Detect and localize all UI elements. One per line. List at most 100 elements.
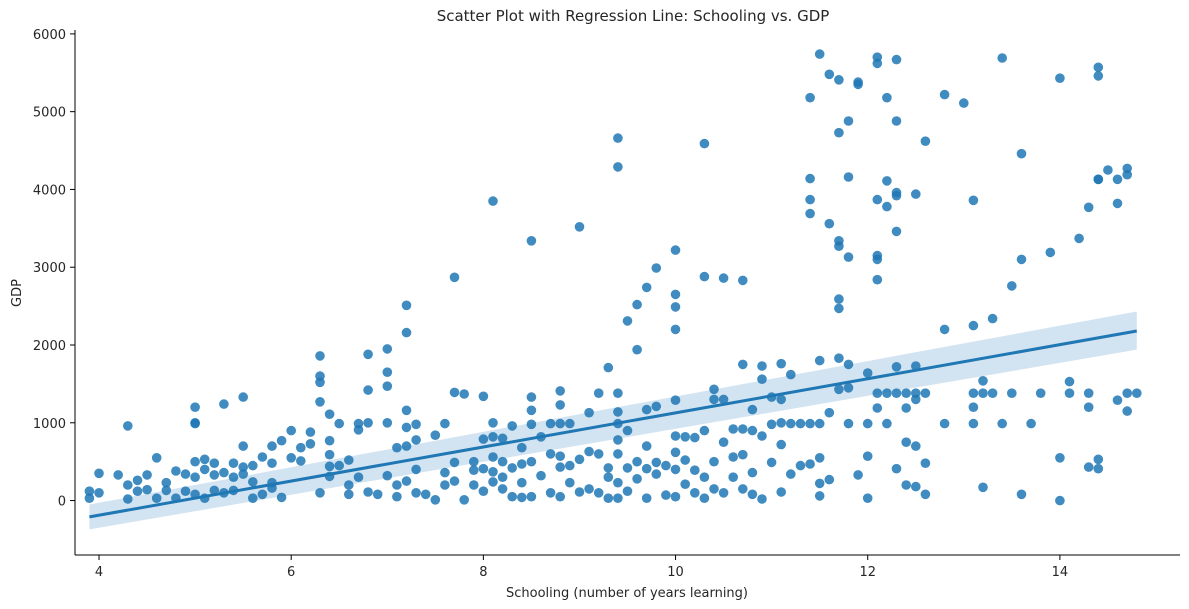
data-point bbox=[1112, 395, 1123, 406]
data-point bbox=[1093, 174, 1104, 185]
data-point bbox=[843, 116, 854, 126]
data-point bbox=[843, 418, 854, 429]
data-point bbox=[392, 480, 402, 490]
data-point bbox=[834, 127, 844, 138]
data-point bbox=[814, 478, 825, 489]
data-point bbox=[1055, 453, 1065, 463]
data-point bbox=[959, 98, 969, 108]
data-point bbox=[622, 463, 633, 473]
data-point bbox=[190, 402, 200, 413]
data-point bbox=[939, 418, 950, 429]
y-tick-label: 1000 bbox=[33, 417, 66, 432]
data-point bbox=[776, 487, 786, 497]
data-point bbox=[1093, 454, 1104, 465]
data-point bbox=[411, 435, 421, 445]
data-point bbox=[824, 407, 835, 418]
data-point bbox=[161, 477, 172, 488]
data-point bbox=[536, 470, 546, 481]
x-axis-ticks: 4 6 8 10 12 14 bbox=[95, 555, 1068, 580]
data-point bbox=[978, 376, 988, 386]
data-point bbox=[862, 451, 873, 462]
data-point bbox=[670, 324, 681, 335]
data-point bbox=[565, 418, 575, 429]
data-point bbox=[738, 449, 748, 460]
data-point bbox=[747, 404, 758, 415]
data-point bbox=[238, 462, 248, 472]
data-point bbox=[1007, 388, 1017, 399]
data-point bbox=[987, 388, 998, 399]
data-point bbox=[488, 477, 498, 487]
data-point bbox=[757, 494, 767, 504]
data-point bbox=[190, 418, 200, 429]
data-point bbox=[661, 490, 671, 500]
data-point bbox=[670, 491, 681, 502]
data-point bbox=[1083, 402, 1094, 413]
data-point bbox=[670, 302, 681, 312]
data-point bbox=[968, 402, 979, 413]
data-point bbox=[814, 453, 825, 463]
data-point bbox=[555, 418, 565, 429]
data-point bbox=[882, 176, 892, 186]
x-tick-label: 14 bbox=[1052, 565, 1069, 580]
x-axis-label: Schooling (number of years learning) bbox=[506, 586, 748, 601]
data-point bbox=[613, 493, 623, 504]
data-point bbox=[401, 441, 412, 451]
data-point bbox=[738, 275, 748, 286]
data-point bbox=[613, 407, 623, 417]
data-point bbox=[862, 493, 873, 504]
data-point bbox=[526, 491, 537, 502]
data-point bbox=[401, 405, 412, 416]
data-point bbox=[901, 403, 911, 413]
data-point bbox=[680, 455, 690, 465]
y-tick-label: 6000 bbox=[33, 28, 66, 43]
data-point bbox=[968, 388, 979, 399]
regression-line bbox=[89, 329, 1138, 519]
x-tick-label: 12 bbox=[859, 565, 876, 580]
data-point bbox=[709, 484, 719, 494]
data-point bbox=[805, 173, 815, 184]
data-point bbox=[843, 172, 854, 182]
data-point bbox=[728, 472, 738, 483]
data-point bbox=[613, 477, 623, 488]
data-point bbox=[901, 437, 911, 448]
data-point bbox=[680, 432, 690, 442]
data-point bbox=[526, 456, 537, 467]
data-point bbox=[718, 488, 729, 498]
data-point bbox=[882, 92, 892, 103]
data-point bbox=[901, 480, 911, 490]
data-point bbox=[555, 451, 565, 462]
data-point bbox=[132, 486, 143, 497]
data-point bbox=[968, 195, 979, 206]
data-point bbox=[565, 477, 575, 488]
data-point bbox=[276, 435, 287, 446]
data-point bbox=[382, 418, 393, 428]
confidence-band-area bbox=[89, 311, 1137, 530]
data-point bbox=[709, 456, 719, 467]
data-point bbox=[603, 362, 614, 373]
data-point bbox=[363, 418, 373, 428]
data-point bbox=[315, 377, 325, 388]
data-point bbox=[94, 468, 104, 479]
data-point bbox=[488, 452, 498, 462]
data-point bbox=[613, 388, 623, 399]
data-point bbox=[276, 492, 287, 503]
data-point bbox=[411, 464, 421, 475]
data-point bbox=[478, 486, 489, 497]
data-point bbox=[891, 190, 902, 201]
data-point bbox=[555, 386, 565, 396]
data-point bbox=[228, 472, 239, 483]
data-point bbox=[411, 419, 421, 430]
y-tick-label: 5000 bbox=[33, 106, 66, 121]
data-point bbox=[372, 489, 383, 500]
data-point bbox=[574, 222, 585, 232]
data-point bbox=[113, 470, 123, 480]
data-point bbox=[814, 418, 825, 429]
data-point bbox=[872, 58, 883, 69]
data-point bbox=[574, 487, 585, 497]
data-point bbox=[478, 434, 489, 444]
data-point bbox=[209, 458, 220, 469]
data-point bbox=[622, 316, 633, 326]
data-point bbox=[545, 488, 556, 498]
data-point bbox=[911, 481, 921, 492]
data-point bbox=[814, 491, 825, 501]
